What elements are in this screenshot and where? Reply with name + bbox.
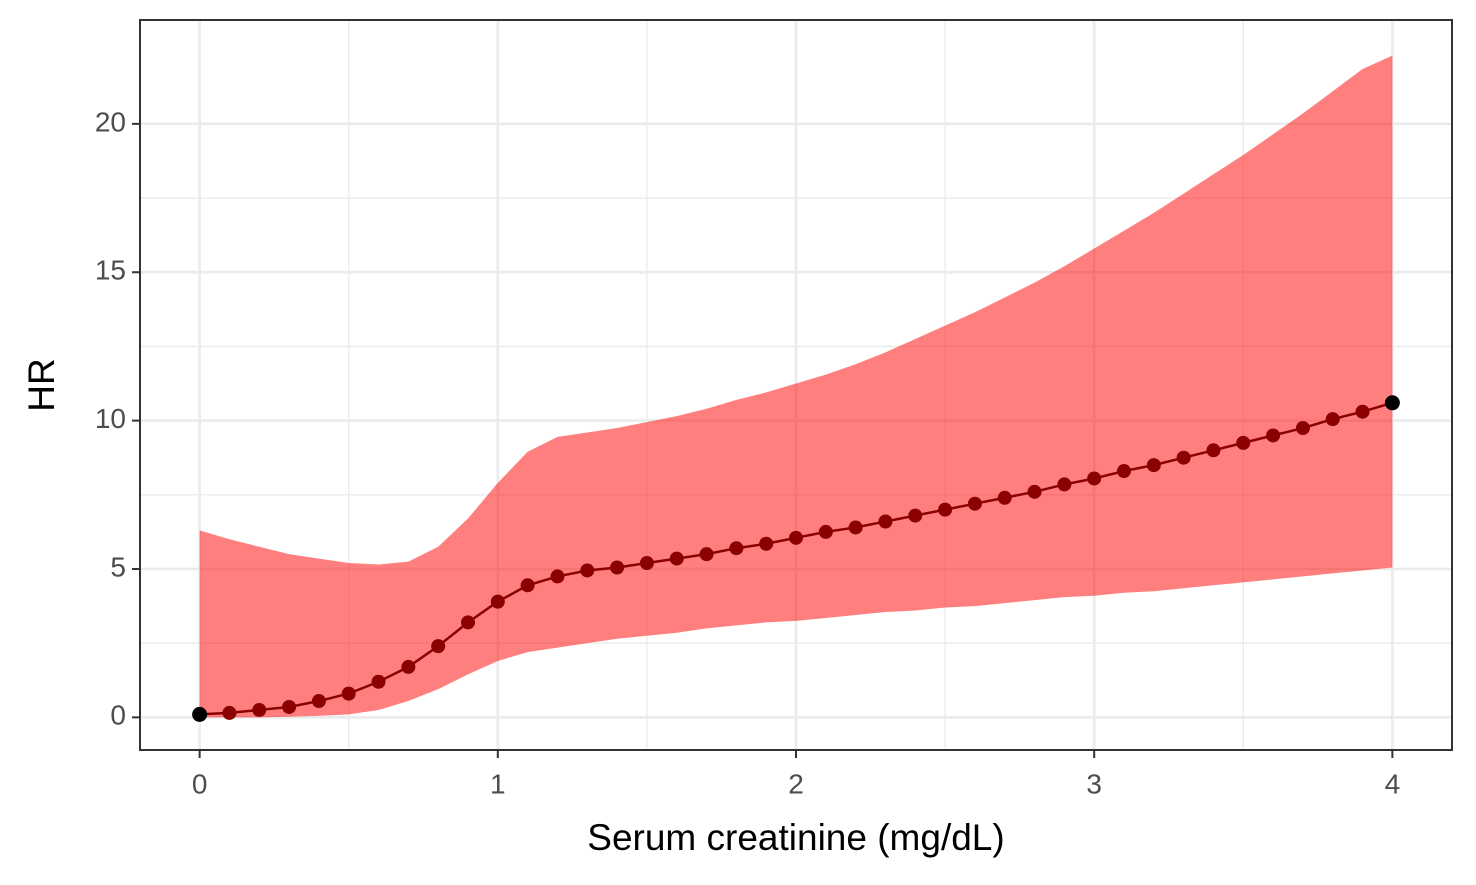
point xyxy=(1266,428,1281,443)
plot-border xyxy=(139,19,1453,751)
point xyxy=(311,694,326,709)
point xyxy=(252,702,267,717)
point xyxy=(1027,484,1042,499)
point xyxy=(878,514,893,529)
point xyxy=(669,551,684,566)
point xyxy=(580,563,595,578)
x-tick-label: 0 xyxy=(192,768,208,799)
y-tick-label: 15 xyxy=(95,255,126,286)
point xyxy=(699,547,714,562)
point xyxy=(997,490,1012,505)
endpoint xyxy=(192,706,208,722)
point xyxy=(1236,435,1251,450)
point xyxy=(1295,421,1310,436)
point xyxy=(1146,458,1161,473)
y-tick-label: 0 xyxy=(110,700,126,731)
endpoint xyxy=(1384,395,1400,411)
point xyxy=(222,705,237,720)
point xyxy=(1206,443,1221,458)
point xyxy=(759,536,774,551)
point xyxy=(490,594,505,609)
point xyxy=(282,699,297,714)
point xyxy=(1057,477,1072,492)
point xyxy=(639,556,654,571)
point xyxy=(431,639,446,654)
point xyxy=(401,659,416,674)
point xyxy=(371,674,386,689)
x-axis-title: Serum creatinine (mg/dL) xyxy=(587,817,1004,858)
point xyxy=(1176,450,1191,465)
point xyxy=(1325,412,1340,427)
point xyxy=(550,569,565,584)
point xyxy=(818,524,833,539)
point xyxy=(1087,471,1102,486)
point xyxy=(520,578,535,593)
point xyxy=(1355,404,1370,419)
x-tick-label: 2 xyxy=(788,768,804,799)
y-tick-label: 5 xyxy=(110,551,126,582)
point xyxy=(967,496,982,511)
point xyxy=(1117,464,1131,479)
point xyxy=(461,615,475,630)
x-tick-label: 1 xyxy=(490,768,506,799)
y-axis-title: HR xyxy=(21,358,62,411)
x-tick-label: 3 xyxy=(1086,768,1102,799)
y-tick-label: 20 xyxy=(95,106,126,137)
x-tick-label: 4 xyxy=(1385,768,1401,799)
point xyxy=(729,541,744,556)
confidence-band xyxy=(199,55,1393,718)
point xyxy=(610,560,625,575)
point xyxy=(789,530,803,545)
y-tick-label: 10 xyxy=(95,403,126,434)
point xyxy=(848,520,863,535)
point xyxy=(341,686,356,701)
point xyxy=(908,508,923,523)
point xyxy=(938,502,953,517)
